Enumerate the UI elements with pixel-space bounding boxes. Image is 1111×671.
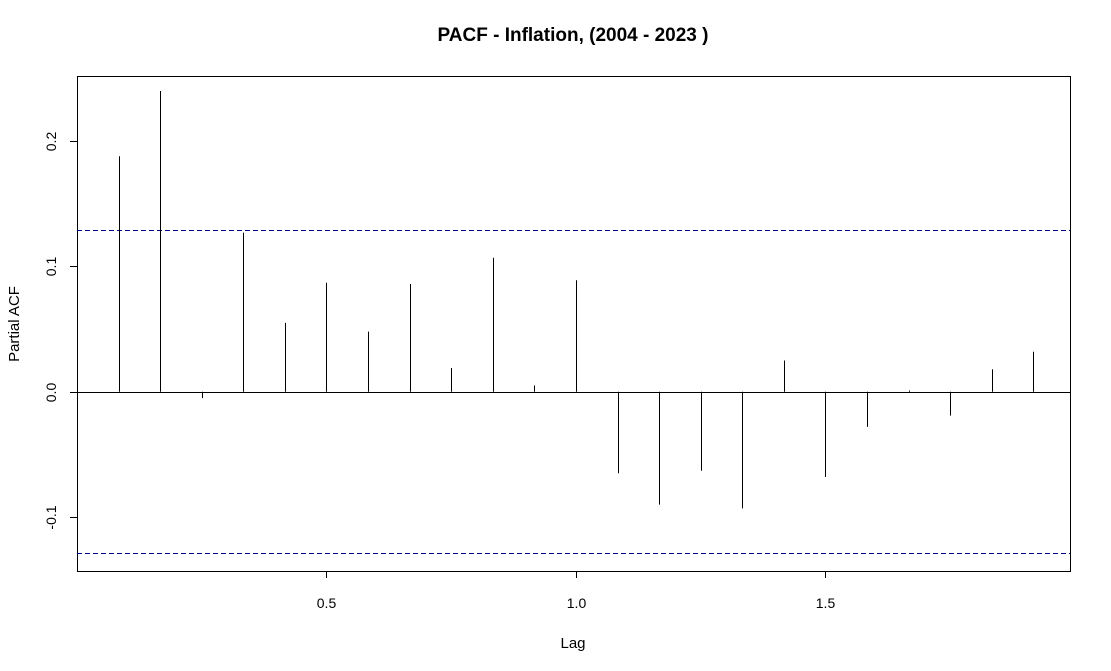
x-tick-label: 0.5 xyxy=(317,595,337,611)
x-axis: 0.5 1.0 1.5 xyxy=(317,571,836,611)
plot-area: -0.1 0.0 0.1 0.2 0.5 1.0 1.5 xyxy=(43,76,1071,611)
y-tick-label: 0.2 xyxy=(43,132,59,152)
confidence-bounds xyxy=(77,230,1070,554)
y-tick-label: 0.0 xyxy=(43,383,59,403)
y-axis-label: Partial ACF xyxy=(6,286,23,362)
y-axis: -0.1 0.0 0.1 0.2 xyxy=(43,132,77,530)
x-axis-label: Lag xyxy=(560,635,585,652)
x-tick-label: 1.0 xyxy=(567,595,587,611)
pacf-spikes xyxy=(119,91,1034,509)
x-tick-label: 1.5 xyxy=(816,595,836,611)
y-tick-label: -0.1 xyxy=(43,505,59,529)
y-tick-label: 0.1 xyxy=(43,257,59,277)
chart-title: PACF - Inflation, (2004 - 2023 ) xyxy=(438,25,709,46)
plot-border xyxy=(77,76,1071,572)
